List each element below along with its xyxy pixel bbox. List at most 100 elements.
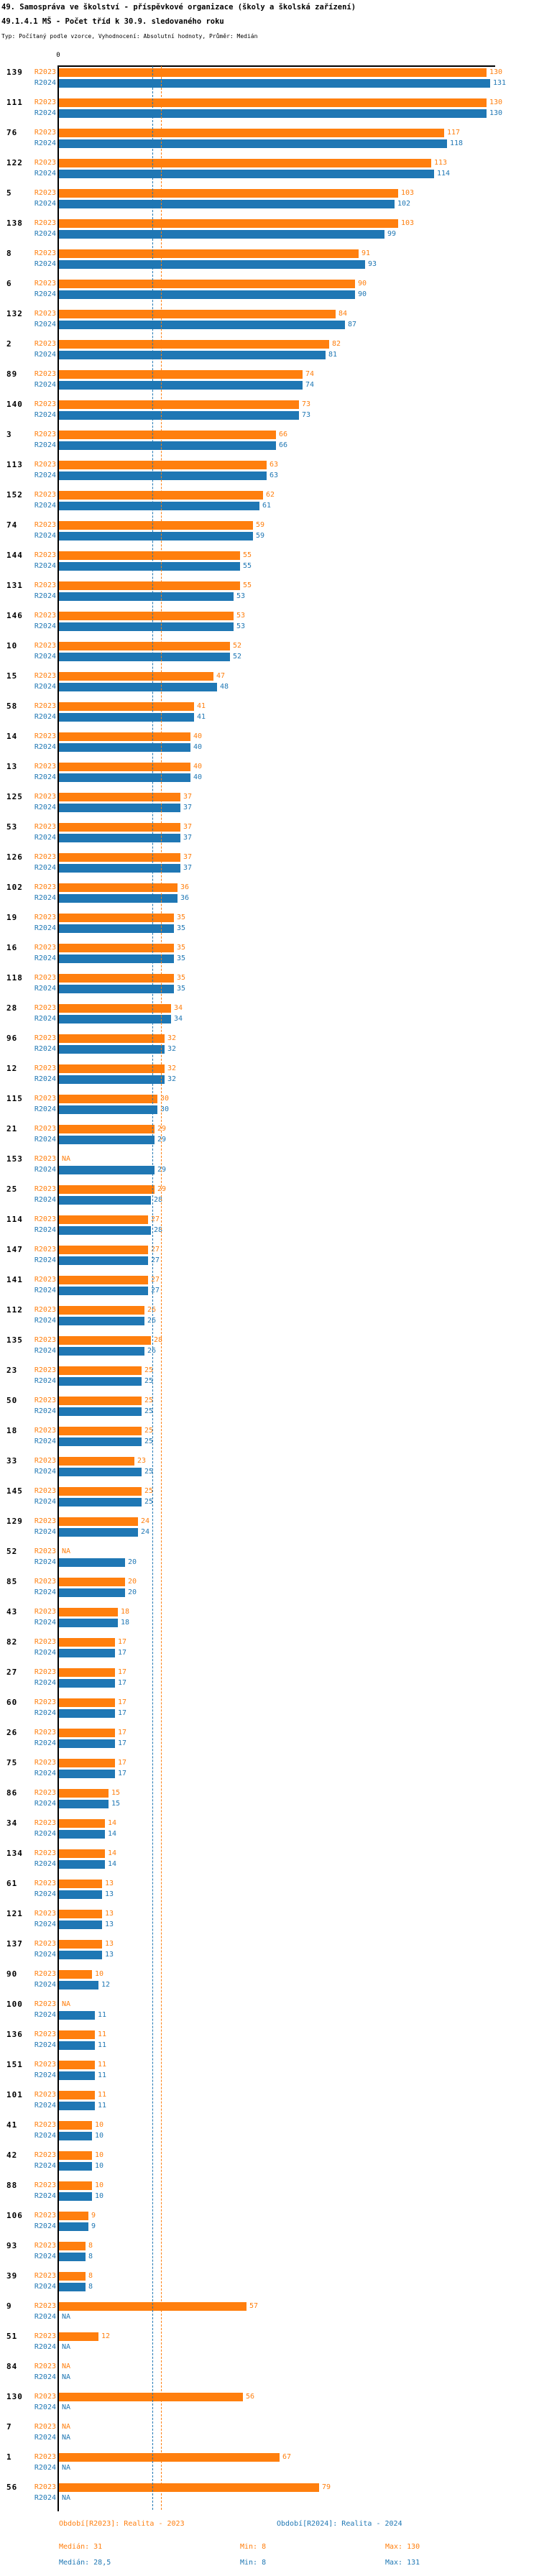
series-label-r2024: R2024	[34, 2253, 56, 2260]
bar-row-r2024: R2024 28	[0, 1226, 539, 1235]
series-label-r2024: R2024	[34, 773, 56, 781]
bar-value: 55	[243, 562, 252, 570]
bar-r2023	[59, 883, 178, 892]
bar-value: 35	[177, 974, 186, 982]
bar-row-r2023: R2023 18	[0, 1608, 539, 1616]
bar-r2023	[59, 2393, 243, 2401]
series-label-r2024: R2024	[34, 170, 56, 178]
category-label: 101	[6, 2090, 23, 2099]
series-label-r2023: R2023	[34, 340, 56, 348]
bar-value: 10	[95, 2162, 104, 2170]
series-label-r2024: R2024	[34, 1377, 56, 1385]
bar-value: 37	[183, 793, 193, 801]
category-label: 145	[6, 1486, 23, 1496]
bar-group: 90 R2023 10 R2024 12	[0, 1970, 539, 2000]
bar-value: 13	[105, 1910, 114, 1918]
bar-group: 50 R2023 25 R2024 25	[0, 1397, 539, 1427]
bar-value: 63	[270, 472, 279, 479]
bar-group: 130 R2023 56 R2024 NA	[0, 2393, 539, 2423]
bar-row-r2024: R2024 37	[0, 804, 539, 812]
na-value: NA	[62, 2373, 71, 2381]
legend-r2024: Období[R2024]: Realita - 2024	[277, 2520, 402, 2528]
bar-r2023	[59, 1336, 151, 1345]
bar-row-r2024: R2024 40	[0, 773, 539, 782]
bar-value: 11	[98, 2030, 107, 2038]
series-label-r2024: R2024	[34, 1558, 56, 1566]
bar-value: 26	[147, 1306, 157, 1314]
bar-value: 59	[256, 532, 265, 540]
bar-r2023	[59, 1034, 165, 1043]
series-label-r2024: R2024	[34, 472, 56, 479]
bar-value: 17	[118, 1739, 127, 1747]
bar-r2023	[59, 763, 190, 771]
stat-median-r2023: Medián: 31	[59, 2543, 103, 2551]
bar-r2024	[59, 1377, 142, 1386]
category-label: 112	[6, 1305, 23, 1315]
bar-group: 76 R2023 117 R2024 118	[0, 129, 539, 159]
bar-r2023	[59, 340, 329, 349]
bar-group: 53 R2023 37 R2024 37	[0, 823, 539, 853]
category-label: 147	[6, 1245, 23, 1254]
bar-r2024	[59, 109, 487, 118]
bar-row-r2024: R2024 130	[0, 109, 539, 118]
bar-row-r2023: R2023 37	[0, 853, 539, 862]
series-label-r2024: R2024	[34, 1347, 56, 1355]
category-label: 114	[6, 1215, 23, 1224]
bar-group: 111 R2023 130 R2024 130	[0, 98, 539, 129]
bar-row-r2024: R2024 20	[0, 1558, 539, 1567]
series-label-r2023: R2023	[34, 521, 56, 529]
bar-row-r2024: R2024 32	[0, 1075, 539, 1084]
bar-r2024	[59, 1196, 151, 1205]
category-label: 42	[6, 2150, 18, 2160]
bar-value: 24	[141, 1528, 150, 1536]
bar-row-r2023: R2023 14	[0, 1819, 539, 1828]
bar-row-r2024: R2024 118	[0, 139, 539, 148]
na-value: NA	[62, 2434, 71, 2442]
bar-r2024	[59, 2011, 95, 2020]
bar-row-r2023: R2023 36	[0, 883, 539, 892]
bar-row-r2023: R2023 56	[0, 2393, 539, 2401]
bar-value: 17	[118, 1770, 127, 1777]
series-label-r2023: R2023	[34, 853, 56, 861]
bar-r2023	[59, 1880, 102, 1888]
bar-row-r2023: R2023 52	[0, 642, 539, 650]
bar-r2024	[59, 1770, 115, 1778]
bar-r2023	[59, 1608, 118, 1616]
series-label-r2024: R2024	[34, 1105, 56, 1113]
category-label: 89	[6, 369, 18, 379]
bar-r2024	[59, 2162, 92, 2171]
category-label: 23	[6, 1366, 18, 1375]
bar-r2023	[59, 1789, 109, 1798]
series-label-r2024: R2024	[34, 2162, 56, 2170]
bar-row-r2024: R2024 114	[0, 170, 539, 178]
bar-r2024	[59, 713, 194, 722]
bar-row-r2023: R2023 103	[0, 189, 539, 198]
bar-value: 20	[128, 1558, 137, 1566]
bar-value: 11	[98, 2041, 107, 2049]
bar-group: 140 R2023 73 R2024 73	[0, 400, 539, 431]
bar-r2024	[59, 1468, 142, 1476]
bar-value: 14	[108, 1849, 117, 1857]
bar-row-r2023: R2023 74	[0, 370, 539, 379]
category-label: 122	[6, 158, 23, 167]
bar-r2024	[59, 1920, 102, 1929]
bar-r2024	[59, 1407, 142, 1416]
series-label-r2023: R2023	[34, 2030, 56, 2038]
series-label-r2023: R2023	[34, 2423, 56, 2431]
bar-group: 135 R2023 28 R2024 26	[0, 1336, 539, 1366]
category-label: 53	[6, 822, 18, 832]
bar-row-r2023: R2023 30	[0, 1095, 539, 1103]
bar-row-r2023: R2023 17	[0, 1668, 539, 1677]
stat-max-r2023: Max: 130	[385, 2543, 420, 2551]
bar-group: 34 R2023 14 R2024 14	[0, 1819, 539, 1849]
na-value: NA	[62, 2343, 71, 2351]
category-label: 13	[6, 762, 18, 771]
bar-value: 13	[105, 1940, 114, 1948]
series-label-r2023: R2023	[34, 370, 56, 378]
bar-value: 20	[128, 1588, 137, 1596]
bar-row-r2024: R2024 27	[0, 1256, 539, 1265]
series-label-r2024: R2024	[34, 804, 56, 811]
bar-group: 60 R2023 17 R2024 17	[0, 1698, 539, 1729]
category-label: 5	[6, 188, 12, 198]
bar-row-r2024: R2024 8	[0, 2253, 539, 2261]
